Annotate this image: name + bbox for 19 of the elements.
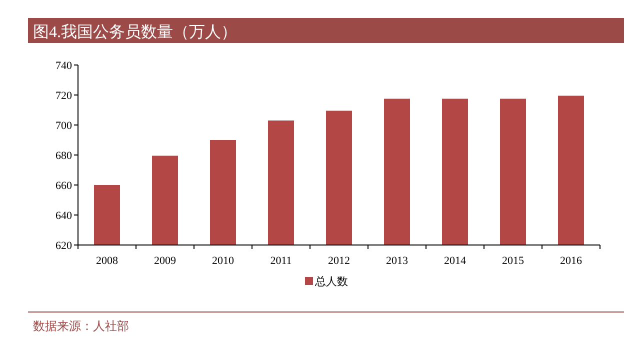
chart-title: 图4.我国公务员数量（万人）: [33, 23, 237, 41]
x-tick-label: 2015: [502, 255, 524, 267]
y-tick-label: 740: [56, 60, 72, 72]
y-tick-label: 660: [56, 180, 72, 192]
x-tick-label: 2008: [96, 255, 118, 267]
y-tick-label: 680: [56, 150, 72, 162]
x-tick-label: 2010: [212, 255, 234, 267]
y-tick-label: 700: [56, 120, 72, 132]
x-tick-label: 2016: [560, 255, 582, 267]
x-tick-label: 2012: [328, 255, 350, 267]
x-tick-label: 2011: [270, 255, 292, 267]
x-tick-label: 2013: [386, 255, 408, 267]
y-tick-label: 640: [56, 210, 72, 222]
x-tick-label: 2009: [154, 255, 176, 267]
legend-label: 总人数: [314, 275, 348, 288]
y-tick-label: 720: [56, 90, 72, 102]
y-tick-label: 620: [56, 240, 72, 252]
source-note: 数据来源：人社部: [33, 319, 129, 333]
x-tick-label: 2014: [444, 255, 466, 267]
